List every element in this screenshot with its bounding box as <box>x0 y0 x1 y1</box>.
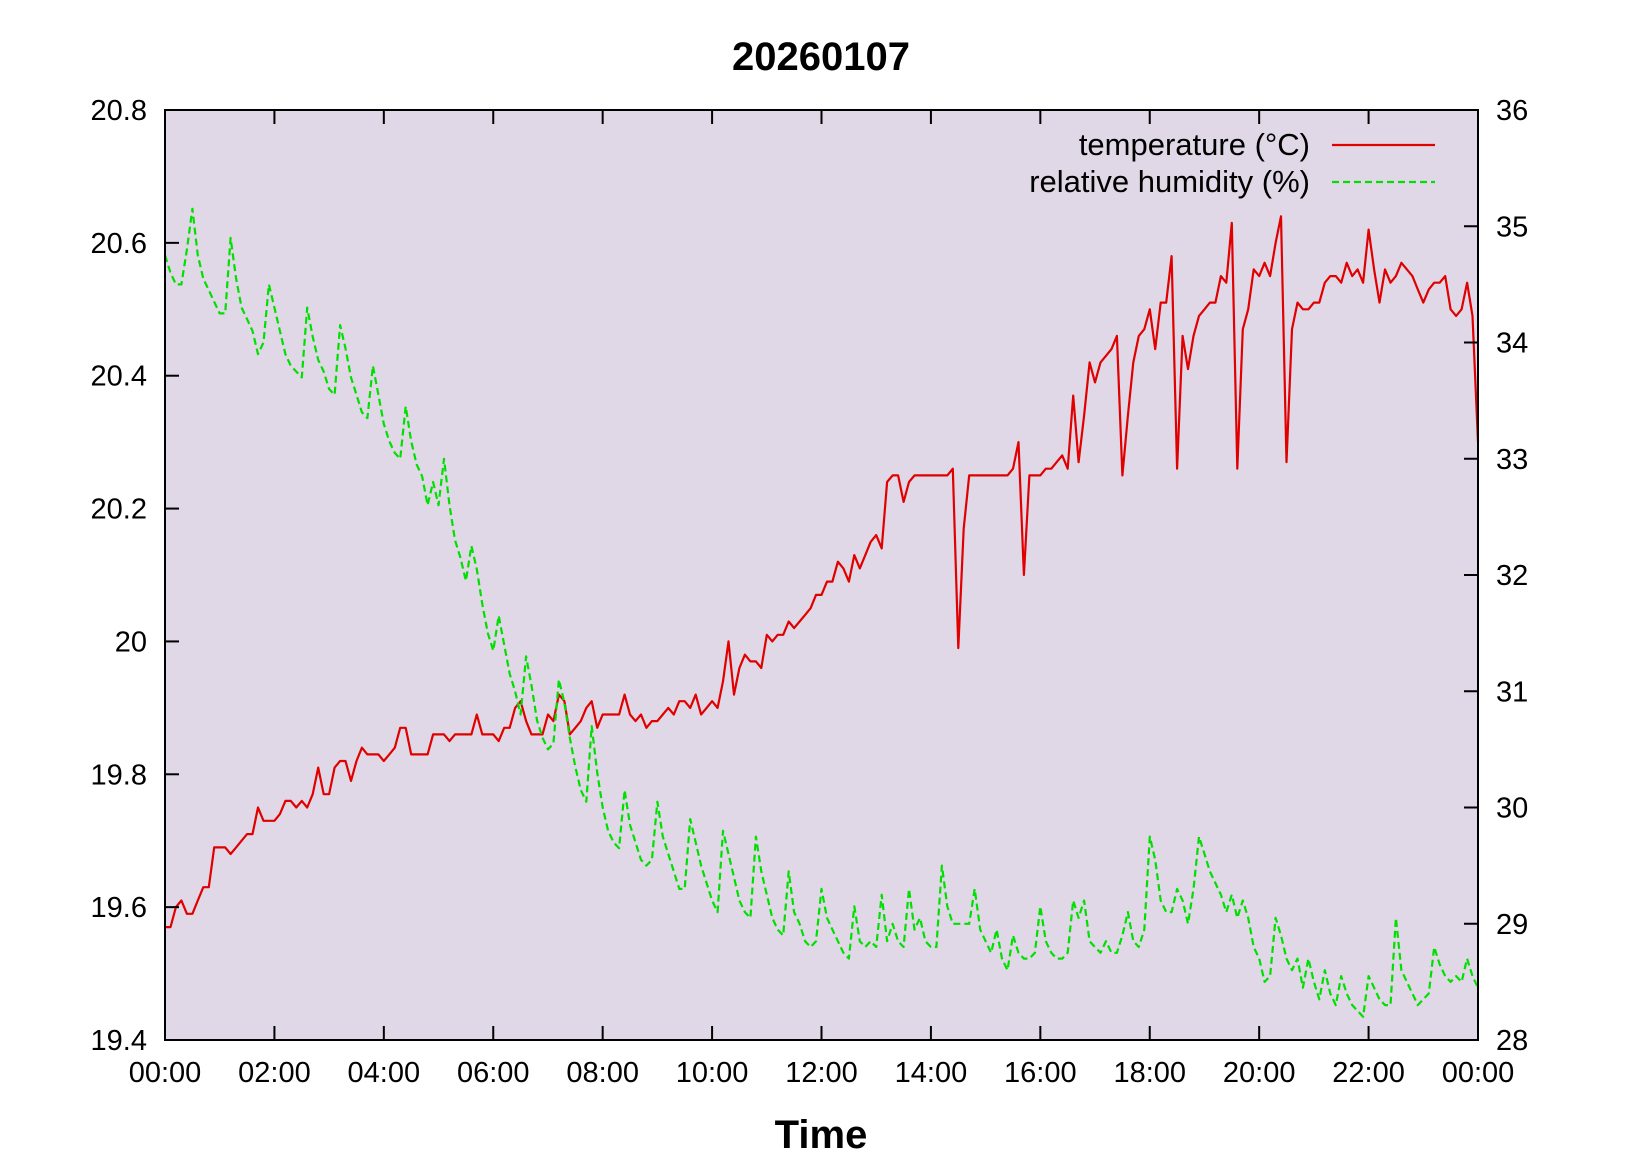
y-right-tick-label: 35 <box>1496 211 1528 243</box>
y-left-tick-label: 19.4 <box>91 1025 147 1057</box>
x-tick-label: 00:00 <box>129 1057 202 1089</box>
y-right-tick-label: 36 <box>1496 95 1528 127</box>
y-right-tick-label: 33 <box>1496 444 1528 476</box>
x-tick-label: 08:00 <box>566 1057 639 1089</box>
x-tick-label: 00:00 <box>1442 1057 1515 1089</box>
x-tick-label: 06:00 <box>457 1057 530 1089</box>
y-right-tick-label: 34 <box>1496 328 1528 360</box>
y-right-tick-label: 29 <box>1496 909 1528 941</box>
y-right-tick-label: 28 <box>1496 1025 1528 1057</box>
temperature-series-line <box>165 215 1480 929</box>
y-right-tick-label: 31 <box>1496 676 1528 708</box>
y-left-tick-label: 20.8 <box>91 95 147 127</box>
x-tick-label: 16:00 <box>1004 1057 1077 1089</box>
ticks-layer: 00:00 02:00 04:00 06:00 08:00 10:00 12:00 14:00… <box>91 95 1529 1089</box>
y-left-tick-label: 20 <box>115 626 147 658</box>
y-left-tick-label: 19.6 <box>91 892 147 924</box>
plot-background <box>165 110 1478 1040</box>
chart-title: 20260107 <box>732 35 910 79</box>
x-tick-label: 12:00 <box>785 1057 858 1089</box>
x-tick-label: 22:00 <box>1332 1057 1405 1089</box>
legend: temperature (°C)relative humidity (%) <box>1029 127 1435 199</box>
y-left-tick-label: 20.4 <box>91 361 147 393</box>
x-tick-label: 10:00 <box>676 1057 749 1089</box>
legend-label: relative humidity (%) <box>1029 164 1310 199</box>
x-tick-label: 02:00 <box>238 1057 311 1089</box>
humidity-series-line <box>163 207 1479 1018</box>
y-left-tick-label: 20.6 <box>91 228 147 260</box>
y-left-tick-label: 19.8 <box>91 759 147 791</box>
series-layer <box>163 207 1480 1018</box>
x-tick-label: 14:00 <box>895 1057 968 1089</box>
y-right-tick-label: 32 <box>1496 560 1528 592</box>
x-tick-label: 18:00 <box>1113 1057 1186 1089</box>
x-tick-label: 04:00 <box>348 1057 421 1089</box>
legend-label: temperature (°C) <box>1079 127 1310 162</box>
x-tick-label: 20:00 <box>1223 1057 1296 1089</box>
y-right-tick-label: 30 <box>1496 793 1528 825</box>
x-axis-label: Time <box>775 1113 868 1155</box>
y-left-tick-label: 20.2 <box>91 494 147 526</box>
